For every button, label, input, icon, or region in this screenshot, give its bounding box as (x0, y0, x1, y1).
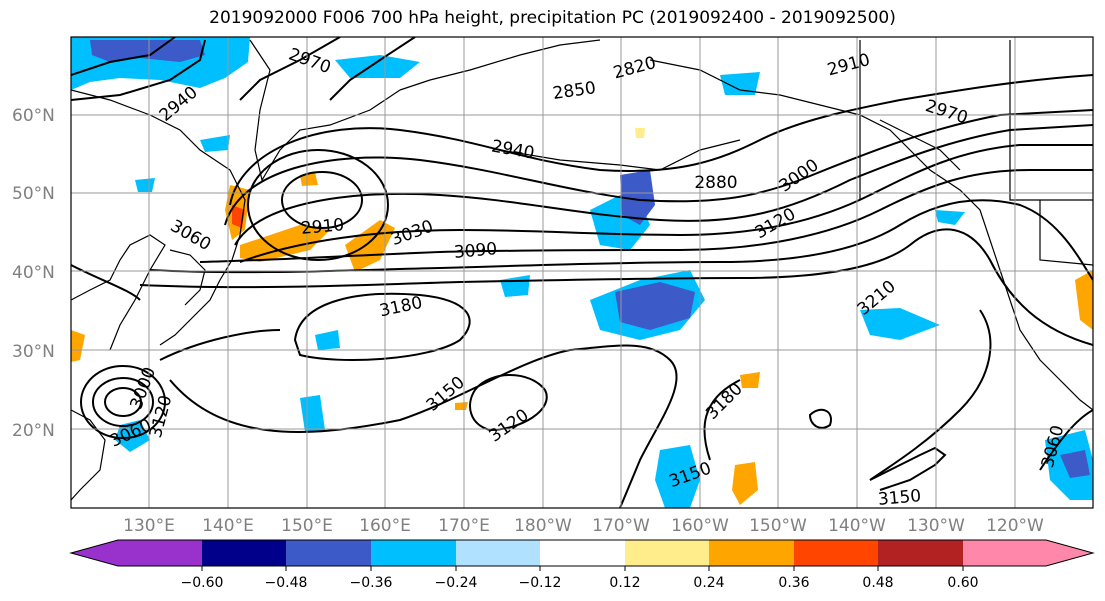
lon-label: 130°E (123, 516, 175, 536)
lon-labels: 130°E 140°E 150°E 160°E 170°E 180°W 170°… (123, 516, 1044, 536)
lat-label: 60°N (12, 106, 55, 126)
colorbar-tick-label: −0.36 (350, 575, 393, 591)
colorbar-ticks (201, 566, 964, 571)
colorbar-tick-label: −0.12 (519, 575, 562, 591)
colorbar-cell (286, 540, 371, 566)
lat-label: 20°N (12, 421, 55, 441)
lat-label: 30°N (12, 342, 55, 362)
colorbar-tick-label: −0.48 (265, 575, 308, 591)
contour-label: 2970 (923, 96, 970, 128)
lon-label: 120°W (986, 516, 1044, 536)
colorbar-cell (709, 540, 794, 566)
contour-label: 3000 (776, 155, 823, 196)
contour-label: 3060 (167, 216, 214, 255)
lat-labels: 60°N 50°N 40°N 30°N 20°N (12, 106, 55, 441)
colorbar-tick-label: 0.60 (947, 575, 978, 591)
colorbar: −0.60 −0.48 −0.36 −0.24 −0.12 0.12 0.24 … (69, 539, 1095, 591)
lon-label: 170°W (592, 516, 650, 536)
colorbar-tick-label: 0.12 (609, 575, 640, 591)
lon-label: 160°E (359, 516, 411, 536)
height-contours (71, 37, 1093, 508)
colorbar-cell (794, 540, 878, 566)
contour-label: 2910 (300, 215, 345, 239)
colorbar-cell (878, 540, 963, 566)
contour-label: 3120 (486, 405, 533, 446)
colorbar-cell (625, 540, 709, 566)
contour-label: 3090 (453, 239, 498, 263)
lon-label: 160°W (671, 516, 729, 536)
lon-label: 140°E (202, 516, 254, 536)
colorbar-tick-label: −0.24 (435, 575, 478, 591)
contour-label: 2940 (490, 136, 536, 163)
contour-label: 2970 (286, 45, 333, 79)
contour-label: 3150 (877, 486, 922, 510)
colorbar-cell (963, 540, 1093, 566)
contour-label: 2820 (611, 53, 658, 84)
colorbar-cell (456, 540, 540, 566)
contour-label: 3030 (389, 217, 436, 251)
colorbar-cell (371, 540, 456, 566)
lat-label: 40°N (12, 263, 55, 283)
lon-label: 140°W (828, 516, 886, 536)
lat-label: 50°N (12, 184, 55, 204)
contour-label: 3120 (146, 393, 177, 440)
colorbar-cell (71, 540, 202, 566)
colorbar-tick-label: −0.60 (181, 575, 224, 591)
lat-lon-grid (71, 37, 1093, 508)
lon-label: 130°W (907, 516, 965, 536)
colorbar-cells (71, 540, 1093, 566)
lon-label: 150°W (749, 516, 807, 536)
contour-label: 2880 (694, 173, 737, 193)
lon-label: 150°E (281, 516, 333, 536)
precip-negative-patches (71, 37, 1093, 508)
contour-label: 2910 (825, 50, 872, 81)
lon-label: 180°W (514, 516, 572, 536)
contour-label: 2940 (156, 83, 202, 126)
colorbar-cell (202, 540, 286, 566)
contour-labels: 2970 2940 2820 2850 2910 2970 2940 2880 … (107, 45, 1068, 510)
colorbar-tick-label: 0.48 (862, 575, 893, 591)
colorbar-tick-labels: −0.60 −0.48 −0.36 −0.24 −0.12 0.12 0.24 … (181, 575, 979, 591)
colorbar-cell (540, 540, 625, 566)
map-title: 2019092000 F006 700 hPa height, precipit… (209, 8, 896, 28)
colorbar-tick-label: 0.24 (693, 575, 724, 591)
colorbar-tick-label: 0.36 (778, 575, 809, 591)
coastlines (71, 39, 1093, 501)
colorbar-outline (69, 539, 1095, 567)
contour-label: 3180 (702, 379, 747, 424)
map-frame (70, 36, 1094, 509)
lon-label: 170°E (438, 516, 490, 536)
contour-label: 2850 (551, 78, 597, 104)
